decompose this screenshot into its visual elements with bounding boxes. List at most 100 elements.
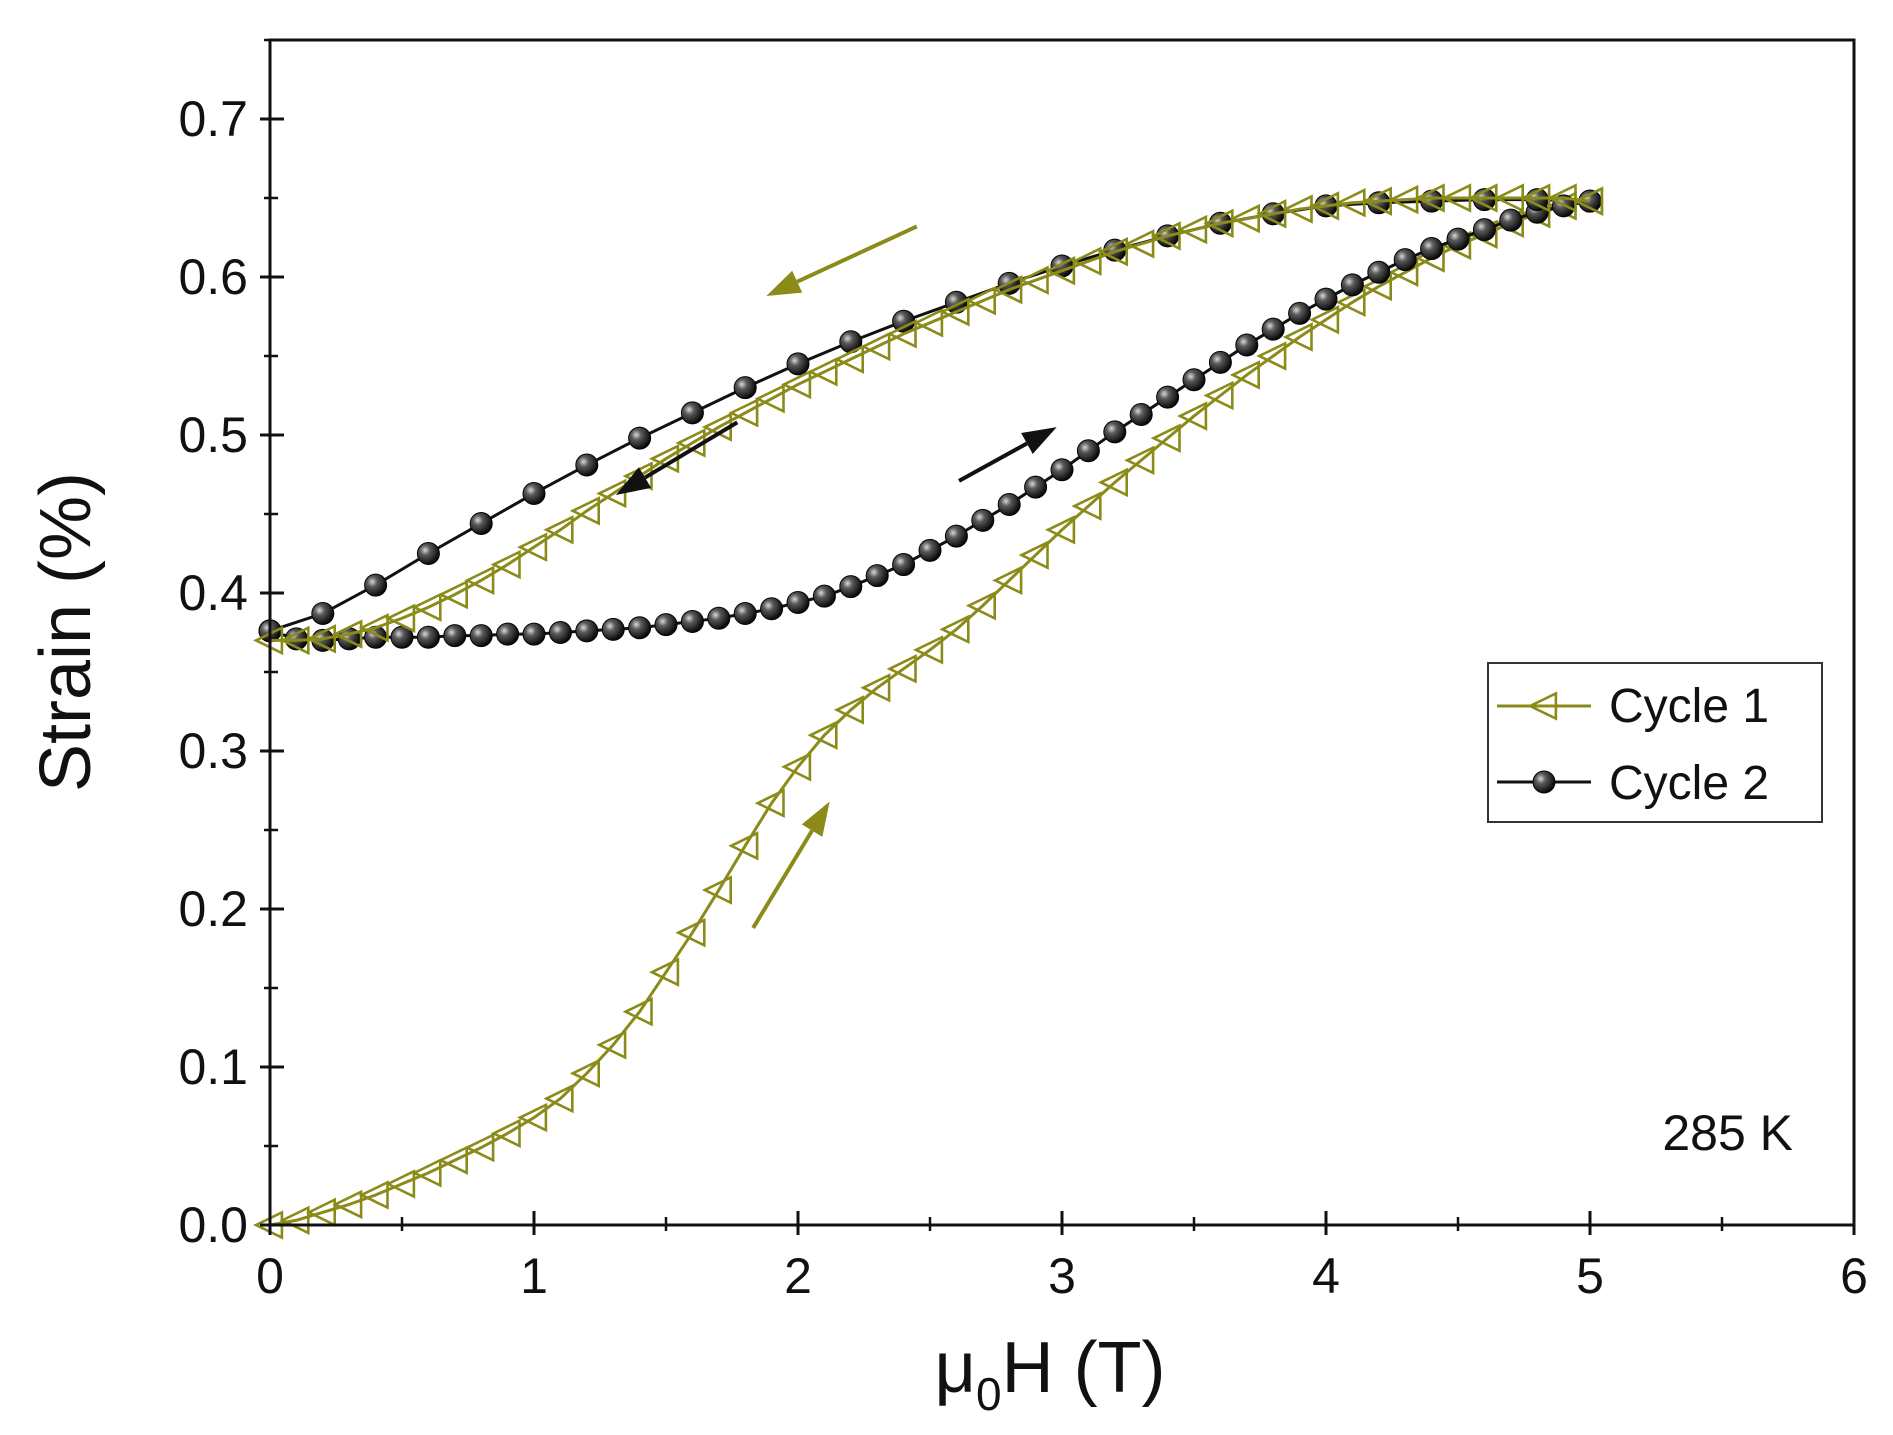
cycle-1-up-point	[1256, 341, 1287, 371]
cycle-1-up-point	[860, 673, 891, 703]
cycle-1-up-point	[913, 635, 944, 665]
temperature-annotation: 285 K	[1662, 1105, 1793, 1161]
cycle-2-up-point	[628, 616, 652, 640]
cycle-1-down-point	[992, 274, 1023, 305]
cycle-1-down-point	[1045, 256, 1076, 286]
cycle-1-up-point	[781, 752, 812, 782]
cycle-1-down-point	[939, 297, 970, 327]
cycle-1-up-point	[1309, 304, 1340, 335]
cycle-1-up-point	[411, 1158, 442, 1188]
cycle-1-down-point	[596, 478, 627, 509]
cycle-1-down-point	[781, 369, 812, 400]
cycle-1-down-point	[860, 331, 891, 362]
legend-label-cycle-2: Cycle 2	[1609, 757, 1769, 810]
cycle-2-up-point	[680, 609, 704, 633]
cycle-1-up-point	[701, 875, 733, 905]
cycle-1-down-point	[1256, 199, 1287, 229]
x-tick-label: 2	[784, 1248, 812, 1304]
direction-arrow-head	[1021, 427, 1057, 454]
cycle-2-up-point	[786, 590, 810, 614]
cycle-1-up-point	[1150, 423, 1181, 453]
cycle-2-up-point	[760, 597, 784, 621]
cycle-1-up-point	[1282, 322, 1313, 352]
cycle-1-up-point	[569, 1058, 601, 1088]
cycle-1-down-point	[411, 592, 442, 622]
direction-arrow-shaft	[796, 224, 918, 284]
cycle-1-up-point	[1124, 445, 1155, 475]
x-axis-title-mu: μ	[934, 1328, 975, 1408]
legend-symbol-cycle-1	[1527, 691, 1558, 721]
cycle-2-up-point	[443, 624, 467, 648]
cycle-2-up-point	[1050, 458, 1074, 482]
cycle-1-down-point	[754, 383, 785, 414]
x-tick-label: 6	[1840, 1248, 1868, 1304]
cycle-1-up-point	[1097, 467, 1128, 498]
x-axis-title-subscript: 0	[976, 1368, 1002, 1420]
x-tick-label: 1	[520, 1248, 548, 1304]
arrow-layer	[615, 224, 1057, 929]
cycle-2-up-point	[548, 621, 572, 644]
cycle-2-up-point	[918, 538, 942, 562]
y-tick-label: 0.3	[178, 723, 248, 779]
cycle-1-up-point	[939, 614, 970, 645]
cycle-1-down-point	[1124, 229, 1155, 259]
y-tick-label: 0.7	[178, 91, 248, 147]
cycle-1-down-point	[1388, 184, 1419, 215]
cycle-2-up-point	[1076, 439, 1100, 463]
cycle-2-down-point	[892, 309, 916, 333]
cycle-1-down-point	[543, 515, 574, 545]
cycle-1-down-point	[1150, 221, 1181, 251]
cycle-1-up-point	[1177, 401, 1208, 431]
cycle-1-down-point	[1309, 191, 1340, 221]
cycle-1-up-point	[490, 1118, 521, 1149]
cycle-2-up-point	[812, 584, 836, 608]
cycle-1-down-point	[1229, 203, 1260, 234]
cycle-2-up-point	[1314, 287, 1338, 311]
cycle-1-down-point	[1467, 183, 1498, 213]
cycle-1-down-point	[1203, 208, 1234, 238]
cycle-2-up-point	[944, 524, 968, 548]
cycle-2-up-point	[1367, 260, 1391, 284]
cycle-1-down-point	[569, 496, 601, 526]
cycle-1-up-point	[279, 1205, 310, 1235]
cycle-1-up-point	[517, 1102, 548, 1133]
cycle-2-down-point	[628, 426, 652, 450]
cycle-1-down-point	[886, 319, 917, 349]
x-tick-label: 4	[1312, 1248, 1340, 1304]
cycle-2-up-point	[1288, 301, 1312, 325]
cycle-1-down-point	[517, 532, 548, 562]
cycle-1-down-line	[270, 196, 1591, 642]
cycle-2-down-point	[364, 573, 388, 597]
cycle-1-down-point	[385, 603, 416, 633]
y-tick-label: 0.5	[178, 407, 248, 463]
cycle-2-up-point	[1129, 402, 1153, 426]
cycle-1-down-point	[1573, 186, 1604, 216]
cycle-1-down-point	[728, 398, 759, 428]
cycle-1-up-point	[965, 590, 997, 621]
cycle-1-up-point	[1229, 360, 1260, 390]
cycle-2-up-point	[496, 622, 520, 646]
cycle-1-up-point	[358, 1180, 389, 1210]
cycle-2-up-point	[601, 617, 625, 641]
cycle-1-up-point	[543, 1083, 574, 1114]
y-tick-label: 0.6	[178, 249, 248, 305]
cycle-1-down-point	[913, 308, 944, 338]
cycle-1-up-point	[833, 695, 865, 725]
cycle-1-down-point	[490, 549, 521, 580]
cycle-2-up-point	[1446, 227, 1470, 251]
cycle-1-up-point	[992, 565, 1023, 596]
cycle-1-up-point	[305, 1197, 337, 1228]
cycle-1-up-point	[649, 957, 680, 987]
cycle-2-up-point	[1103, 420, 1127, 444]
cycle-1-down-point	[1361, 186, 1392, 216]
cycle-1-down-point	[1177, 214, 1208, 245]
cycle-2-up-point	[1208, 350, 1232, 374]
legend-box	[1487, 662, 1823, 823]
cycle-1-down-point	[1282, 194, 1313, 224]
cycle-1-up-point	[332, 1189, 363, 1220]
cycle-2-up-point	[1182, 368, 1206, 392]
cycle-2-up-point	[1393, 248, 1417, 272]
cycle-2-down-point	[522, 481, 546, 505]
cycle-1-down-point	[1546, 183, 1577, 213]
